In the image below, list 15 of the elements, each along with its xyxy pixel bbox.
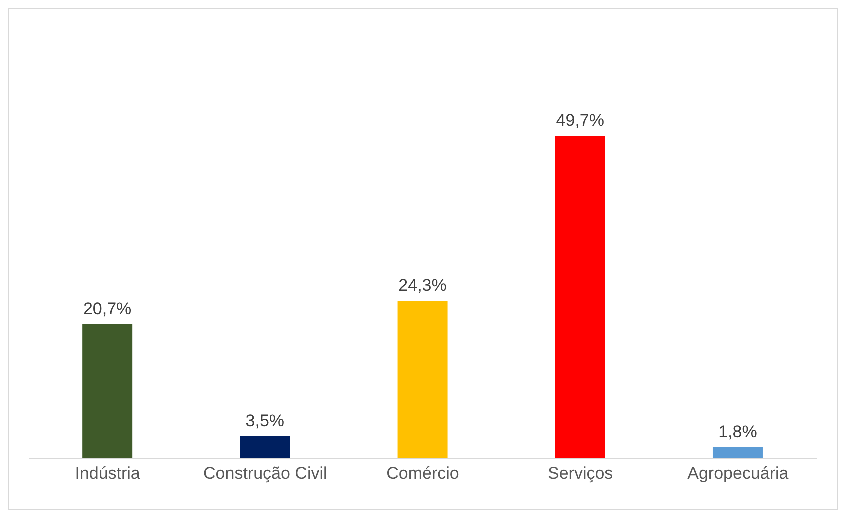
bar [712,447,763,459]
data-label: 20,7% [83,299,132,318]
bar [82,324,133,459]
x-tick-label: Agropecuária [688,464,790,484]
x-tick-label: Indústria [75,464,141,484]
data-label: 3,5% [246,411,285,430]
data-label: 1,8% [718,422,758,442]
data-label: 24,3% [398,276,447,296]
data-label: 49,7% [556,110,604,130]
bar [240,436,290,459]
bar [555,136,606,459]
x-tick-label: Construção Civil [204,464,328,484]
x-tick-label: Serviços [548,464,614,484]
x-tick-label: Comércio [386,464,460,484]
bar [398,301,448,459]
